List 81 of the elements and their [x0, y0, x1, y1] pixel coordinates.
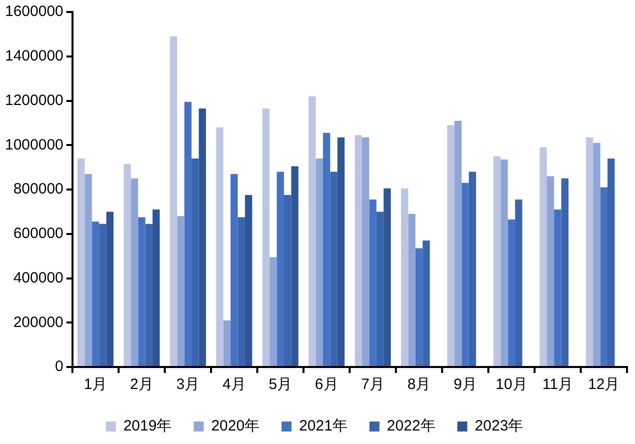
bar	[600, 187, 608, 366]
bar	[308, 96, 316, 366]
bar	[291, 166, 298, 366]
x-tick-label: 2月	[130, 376, 154, 394]
x-tick-label: 4月	[222, 376, 246, 394]
bar	[223, 320, 231, 366]
bar	[276, 172, 284, 366]
bar	[607, 158, 615, 366]
bar	[508, 219, 516, 366]
bar	[369, 199, 376, 366]
y-tick-label: 1600000	[4, 3, 64, 20]
bar	[422, 240, 430, 366]
bar	[316, 158, 323, 366]
x-tick-label: 6月	[314, 376, 338, 394]
y-tick-label: 400000	[13, 269, 64, 286]
legend-label: 2023年	[474, 418, 524, 435]
y-tick-label: 600000	[13, 225, 64, 242]
bar	[540, 147, 547, 366]
bar	[408, 214, 416, 366]
y-tick-label: 0	[55, 358, 64, 376]
y-tick-label: 1200000	[4, 92, 64, 109]
bar	[493, 156, 501, 366]
bar	[77, 158, 85, 366]
x-tick-label: 8月	[407, 376, 431, 394]
legend-label: 2021年	[299, 418, 348, 435]
bar	[322, 132, 330, 366]
bar	[99, 224, 106, 366]
bar	[384, 188, 391, 366]
legend-label: 2019年	[123, 418, 172, 435]
y-tick-label: 800000	[13, 180, 64, 198]
bar	[270, 257, 277, 366]
bar	[92, 222, 100, 366]
x-tick-label: 3月	[176, 376, 200, 394]
bar	[554, 209, 562, 366]
bar	[124, 164, 131, 366]
bar	[468, 172, 476, 366]
bar	[376, 212, 384, 366]
bar	[586, 137, 594, 366]
bar	[500, 160, 508, 366]
bar	[184, 102, 192, 366]
bar	[130, 178, 138, 366]
bar	[152, 209, 160, 366]
bar	[593, 142, 600, 366]
bar	[337, 137, 345, 366]
bar	[198, 108, 206, 366]
x-tick-label: 9月	[454, 376, 477, 394]
x-tick-label: 10月	[496, 376, 528, 394]
bar	[284, 195, 292, 366]
bar	[354, 135, 362, 366]
bar	[515, 199, 522, 366]
bar	[447, 125, 454, 366]
x-tick-label: 5月	[268, 376, 292, 394]
bar	[238, 217, 245, 366]
bar	[362, 137, 370, 366]
x-tick-label: 7月	[361, 376, 384, 394]
bar	[561, 178, 568, 366]
bar	[138, 217, 146, 366]
bar	[230, 174, 238, 366]
bar	[170, 36, 178, 366]
bar	[415, 248, 423, 366]
bar	[145, 224, 153, 366]
bar	[244, 195, 252, 366]
x-tick-label: 12月	[588, 376, 620, 394]
x-tick-label: 11月	[542, 376, 573, 394]
bar	[262, 108, 270, 366]
y-tick-label: 1400000	[4, 48, 64, 65]
legend-label: 2022年	[386, 418, 436, 435]
bar	[106, 212, 114, 366]
bar	[454, 120, 462, 366]
y-tick-label: 200000	[13, 314, 64, 331]
legend-label: 2020年	[211, 418, 260, 435]
bar	[216, 127, 224, 366]
bar	[462, 182, 469, 366]
bar	[192, 158, 199, 366]
bar	[546, 176, 554, 366]
bar	[177, 216, 184, 366]
bar	[84, 174, 92, 366]
y-tick-label: 1000000	[4, 136, 64, 154]
bar	[330, 172, 338, 366]
bar	[401, 188, 408, 366]
x-tick-label: 1月	[84, 376, 108, 394]
